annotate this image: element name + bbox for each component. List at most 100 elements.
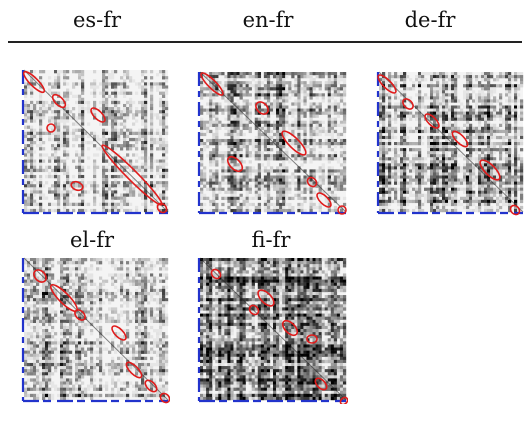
matrix-cell xyxy=(273,102,277,106)
matrix-cell xyxy=(333,193,338,197)
matrix-cell xyxy=(126,208,130,213)
matrix-cell xyxy=(227,105,231,109)
matrix-cell xyxy=(165,131,169,136)
matrix-cell xyxy=(433,148,437,152)
matrix-cell xyxy=(269,87,274,91)
matrix-cell xyxy=(87,273,91,277)
matrix-cell xyxy=(394,154,398,158)
matrix-cell xyxy=(218,126,222,131)
matrix-cell xyxy=(39,113,43,117)
matrix-cell xyxy=(45,273,49,277)
matrix-cell xyxy=(511,163,515,167)
matrix-cell xyxy=(78,110,82,114)
matrix-cell xyxy=(162,193,166,197)
matrix-cell xyxy=(233,187,237,191)
matrix-cell xyxy=(487,132,491,137)
matrix-cell xyxy=(388,126,392,131)
matrix-cell xyxy=(487,172,491,176)
matrix-cell xyxy=(475,157,479,161)
matrix-cell xyxy=(24,119,28,123)
matrix-cell xyxy=(466,172,470,176)
matrix-cell xyxy=(78,159,82,163)
matrix-cell xyxy=(150,295,154,299)
matrix-cell xyxy=(430,205,434,210)
matrix-cell xyxy=(63,181,67,185)
matrix-cell xyxy=(520,132,524,137)
matrix-cell xyxy=(209,142,213,146)
matrix-cell xyxy=(285,175,289,179)
matrix-cell xyxy=(203,166,207,170)
matrix-cell xyxy=(385,145,389,149)
matrix-cell xyxy=(236,208,240,213)
matrix-cell xyxy=(430,81,434,85)
matrix-cell xyxy=(39,119,43,123)
matrix-cell xyxy=(269,105,274,109)
matrix-cell xyxy=(236,120,240,124)
matrix-cell xyxy=(266,102,271,106)
matrix-cell xyxy=(439,160,443,164)
matrix-cell xyxy=(445,72,449,76)
matrix-cell xyxy=(300,90,304,94)
matrix-cell xyxy=(45,168,49,173)
matrix-cell xyxy=(99,107,103,111)
matrix-cell xyxy=(114,307,118,311)
matrix-cell xyxy=(159,122,163,126)
matrix-cell xyxy=(48,134,52,139)
matrix-cell xyxy=(135,153,139,157)
matrix-cell xyxy=(84,285,88,290)
matrix-cell xyxy=(439,105,443,109)
matrix-cell xyxy=(484,120,488,124)
matrix-cell xyxy=(312,148,316,152)
matrix-cell xyxy=(209,202,213,207)
matrix-cell xyxy=(466,93,470,97)
matrix-cell xyxy=(263,75,268,79)
matrix-cell xyxy=(400,208,404,213)
matrix-cell xyxy=(297,148,301,152)
matrix-cell xyxy=(75,291,79,296)
matrix-cell xyxy=(200,90,204,94)
matrix-cell xyxy=(418,187,422,191)
matrix-cell xyxy=(200,96,204,100)
matrix-cell xyxy=(394,145,398,149)
matrix-cell xyxy=(215,72,219,76)
matrix-cell xyxy=(120,128,124,132)
matrix-cell xyxy=(285,90,289,94)
highlight-ellipse xyxy=(479,159,501,181)
matrix-cell xyxy=(111,273,115,277)
matrix-cell xyxy=(165,301,169,305)
matrix-cell xyxy=(445,184,449,188)
matrix-cell xyxy=(254,96,258,100)
matrix-cell xyxy=(39,205,43,210)
matrix-cell xyxy=(30,147,34,151)
matrix-cell xyxy=(321,142,325,146)
matrix-cell xyxy=(36,181,40,185)
matrix-cell xyxy=(33,279,37,283)
matrix-cell xyxy=(33,298,37,302)
matrix-cell xyxy=(400,142,404,146)
matrix-cell xyxy=(451,96,455,100)
matrix-cell xyxy=(309,93,313,97)
matrix-cell xyxy=(129,208,133,213)
matrix-cell xyxy=(120,159,124,163)
matrix-cell xyxy=(469,81,473,85)
matrix-cell xyxy=(263,190,268,194)
matrix-cell xyxy=(439,187,443,191)
matrix-cell xyxy=(120,282,124,286)
matrix-cell xyxy=(81,128,85,132)
matrix-cell xyxy=(517,99,521,103)
matrix-cell xyxy=(93,79,97,83)
matrix-cell xyxy=(138,82,142,86)
matrix-cell xyxy=(297,75,301,79)
matrix-cell xyxy=(99,202,103,207)
matrix-cell xyxy=(439,166,443,170)
matrix-cell xyxy=(236,157,240,161)
matrix-cell xyxy=(42,153,46,157)
matrix-cell xyxy=(436,199,440,204)
matrix-cell xyxy=(141,144,145,148)
matrix-cell xyxy=(215,169,219,173)
matrix-cell xyxy=(224,132,228,137)
matrix-cell xyxy=(251,148,255,152)
matrix-cell xyxy=(327,117,331,121)
matrix-cell xyxy=(57,144,61,148)
matrix-cell xyxy=(39,147,43,151)
